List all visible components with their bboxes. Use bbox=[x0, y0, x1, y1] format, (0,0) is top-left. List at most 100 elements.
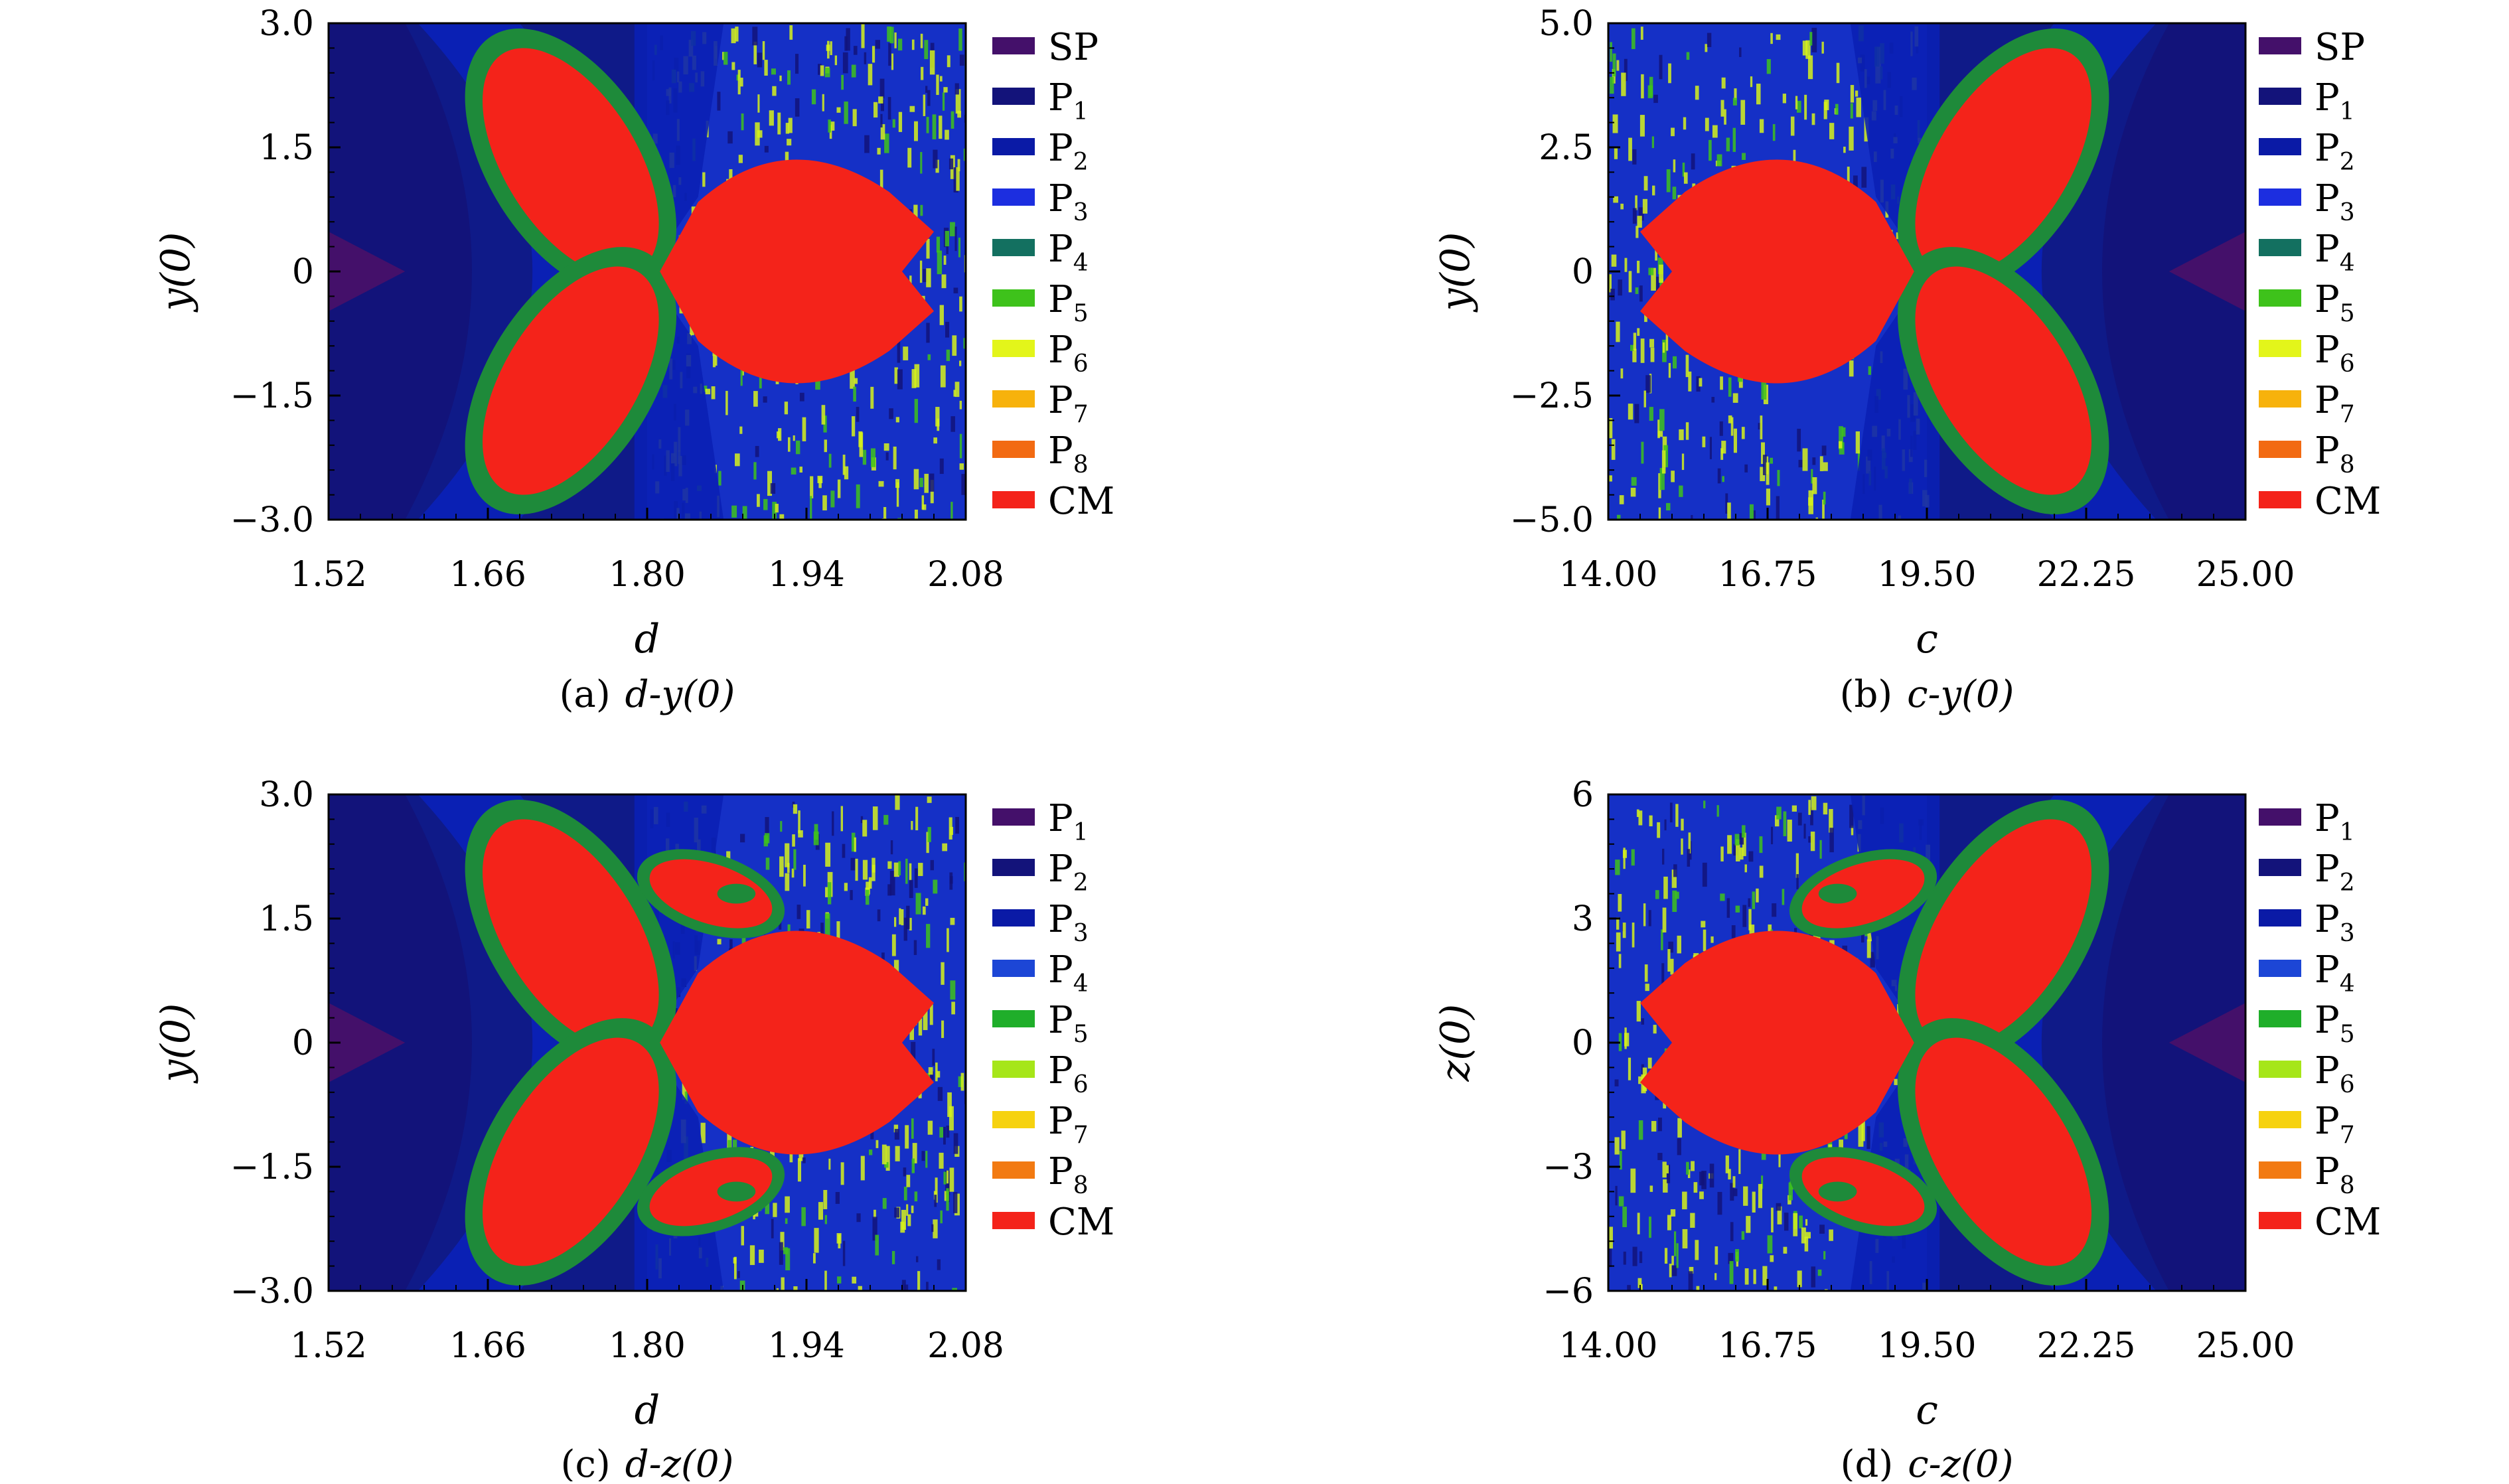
y-axis-label: z(0) bbox=[1432, 1004, 1479, 1082]
legend-entry: P3 bbox=[1048, 177, 1089, 226]
caption-text: c-y(0) bbox=[1907, 673, 2014, 716]
legend-entry-subscript: 5 bbox=[2340, 1021, 2355, 1048]
x-tick-label: 14.00 bbox=[1559, 555, 1658, 595]
legend-entry: P4 bbox=[2315, 228, 2355, 277]
legend-swatch bbox=[992, 491, 1035, 508]
legend-entry: P6 bbox=[2315, 329, 2355, 378]
x-axis-label: c bbox=[1916, 616, 1938, 662]
legend-swatch bbox=[992, 909, 1035, 927]
y-axis-label: y(0) bbox=[153, 232, 199, 313]
legend-entry: CM bbox=[1048, 480, 1114, 523]
panel-caption: (a) d-y(0) bbox=[560, 673, 735, 716]
legend-entry-subscript: 2 bbox=[2340, 149, 2355, 176]
x-tick-label: 1.94 bbox=[768, 1326, 845, 1366]
legend-entry-subscript: 2 bbox=[1073, 869, 1089, 897]
x-axis-label: d bbox=[635, 1387, 660, 1434]
legend-entry: P3 bbox=[1048, 898, 1089, 947]
legend-swatch bbox=[2259, 1010, 2301, 1027]
legend-entry-subscript: 8 bbox=[2340, 1172, 2355, 1199]
legend-entry-base: P bbox=[2315, 177, 2340, 220]
caption-label: (c) bbox=[561, 1443, 611, 1481]
legend-entry: P1 bbox=[2315, 76, 2355, 125]
legend-swatch bbox=[992, 1212, 1035, 1229]
legend-entry-base: P bbox=[2315, 76, 2340, 119]
legend-entry: P5 bbox=[2315, 278, 2355, 327]
legend-entry-base: P bbox=[1048, 329, 1073, 372]
legend-swatch bbox=[992, 1010, 1035, 1027]
chart-panel-4: 14.00 16.75 19.50 22.25 25.00−6−3036cz(0)P1P… bbox=[1432, 775, 2381, 1484]
lobe-core-2 bbox=[483, 1037, 659, 1266]
legend-swatch bbox=[2259, 138, 2301, 155]
legend-entry: P7 bbox=[2315, 1100, 2355, 1149]
lobe-core-1 bbox=[483, 48, 659, 277]
legend-entry-base: P bbox=[1048, 1049, 1073, 1092]
region-sp bbox=[329, 232, 406, 311]
legend-entry: P5 bbox=[1048, 278, 1089, 327]
legend-swatch bbox=[2259, 859, 2301, 876]
legend-entry: P3 bbox=[2315, 177, 2355, 226]
legend-swatch bbox=[992, 239, 1035, 256]
legend-entry-base: CM bbox=[1048, 480, 1114, 523]
legend-swatch bbox=[2259, 1161, 2301, 1179]
legend-entry: P5 bbox=[1048, 999, 1089, 1048]
legend-swatch bbox=[2259, 1111, 2301, 1128]
legend-entry-subscript: 1 bbox=[1073, 98, 1089, 125]
legend-entry-base: P bbox=[2315, 429, 2340, 473]
legend-entry-base: P bbox=[1048, 1100, 1073, 1143]
legend-entry-base: SP bbox=[1048, 26, 1099, 69]
legend-entry-subscript: 1 bbox=[2340, 819, 2355, 846]
heatmap-area bbox=[1608, 794, 2245, 1291]
y-tick-label: 3.0 bbox=[259, 4, 314, 44]
legend-entry: P2 bbox=[1048, 127, 1089, 176]
legend-entry-subscript: 7 bbox=[1073, 401, 1089, 428]
x-tick-label: 1.66 bbox=[449, 1326, 526, 1366]
legend-entry: P1 bbox=[2315, 797, 2355, 846]
legend-entry-base: P bbox=[1048, 429, 1073, 473]
caption-label: (a) bbox=[560, 673, 611, 716]
legend-entry-subscript: 6 bbox=[1073, 1071, 1089, 1098]
legend-entry: P2 bbox=[1048, 848, 1089, 897]
caption-label: (b) bbox=[1840, 673, 1893, 716]
lobe-core-2 bbox=[1915, 266, 2091, 495]
legend-swatch bbox=[992, 138, 1035, 155]
region-sp bbox=[2168, 1003, 2245, 1082]
legend-entry: P6 bbox=[1048, 329, 1089, 378]
legend-entry-base: CM bbox=[2315, 480, 2381, 523]
legend-entry-base: P bbox=[2315, 329, 2340, 372]
legend-entry-subscript: 5 bbox=[1073, 300, 1089, 327]
y-tick-label: −3.0 bbox=[230, 500, 314, 540]
legend-swatch bbox=[992, 37, 1035, 54]
legend-swatch bbox=[2259, 340, 2301, 357]
legend-entry: P8 bbox=[2315, 429, 2355, 479]
legend-entry-base: P bbox=[1048, 379, 1073, 422]
x-tick-label: 19.50 bbox=[1878, 555, 1977, 595]
legend-entry: P1 bbox=[1048, 797, 1089, 846]
legend-entry-base: CM bbox=[2315, 1201, 2381, 1244]
legend-entry-base: P bbox=[1048, 76, 1073, 119]
y-tick-label: 3.0 bbox=[259, 775, 314, 815]
legend-entry-subscript: 3 bbox=[2340, 199, 2355, 226]
lobe-core-1 bbox=[1915, 48, 2091, 277]
legend-entry: SP bbox=[2315, 26, 2365, 69]
heatmap-area bbox=[329, 23, 966, 520]
legend-entry-subscript: 8 bbox=[1073, 1172, 1089, 1199]
y-axis-label: y(0) bbox=[153, 1003, 199, 1084]
legend-entry: P2 bbox=[2315, 127, 2355, 176]
y-tick-label: 0 bbox=[1572, 1023, 1594, 1063]
legend-entry-subscript: 7 bbox=[2340, 401, 2355, 428]
legend-entry-subscript: 2 bbox=[2340, 869, 2355, 897]
y-tick-label: 1.5 bbox=[259, 899, 314, 939]
legend-entry-base: P bbox=[2315, 379, 2340, 422]
legend-swatch bbox=[2259, 909, 2301, 927]
chart-panel-1: 1.52 1.66 1.80 1.94 2.08 −3.0 −1.5 0 1.5 3.0 d y(0)… bbox=[153, 4, 1114, 716]
legend-entry-base: P bbox=[1048, 948, 1073, 992]
y-tick-label: 6 bbox=[1572, 775, 1594, 815]
legend-entry: P6 bbox=[2315, 1049, 2355, 1098]
legend-entry: P7 bbox=[2315, 379, 2355, 428]
legend-entry: P5 bbox=[2315, 999, 2355, 1048]
legend-entry: P4 bbox=[1048, 948, 1089, 998]
